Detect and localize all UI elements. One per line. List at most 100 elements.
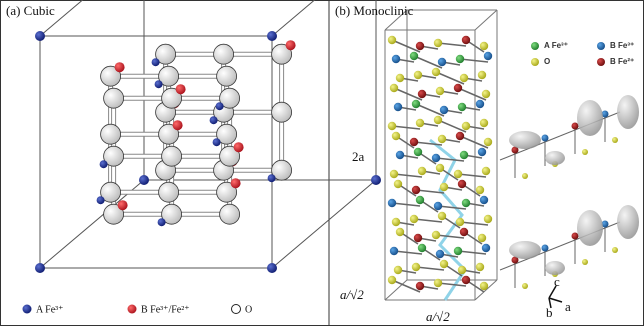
b-site-atom xyxy=(231,178,241,188)
atom xyxy=(462,122,470,130)
atom xyxy=(434,39,442,47)
atom xyxy=(394,266,402,274)
oxygen-atom xyxy=(101,124,121,144)
density-lobe xyxy=(545,151,565,165)
atom xyxy=(454,84,462,92)
atom xyxy=(478,234,486,242)
density-lobe xyxy=(577,100,603,136)
lattice-label: a xyxy=(565,299,571,314)
atom xyxy=(456,132,464,140)
atom xyxy=(410,138,418,146)
atom xyxy=(482,167,490,175)
legend-swatch xyxy=(531,58,539,66)
atom xyxy=(418,244,426,252)
atom xyxy=(542,135,549,142)
bond xyxy=(438,283,466,286)
atom xyxy=(542,245,549,252)
bond xyxy=(436,235,464,238)
density-lobe xyxy=(617,95,639,129)
atom xyxy=(438,58,446,66)
a-site-atom xyxy=(100,160,108,168)
atom xyxy=(582,149,588,155)
a-site-atom xyxy=(371,175,381,185)
bond xyxy=(460,222,488,225)
atom xyxy=(440,106,448,114)
atom xyxy=(418,167,426,175)
density-lobe xyxy=(509,131,541,149)
atom xyxy=(416,282,424,290)
bond xyxy=(416,267,444,270)
figure: (a) Cubic A Fe³⁺ B Fe³⁺/Fe²⁺ O (b) Monoc… xyxy=(0,0,644,326)
legend-label: O xyxy=(544,57,550,66)
atom xyxy=(392,218,400,226)
axis-label: a/√2 xyxy=(340,287,364,302)
legend-swatch xyxy=(597,42,605,50)
a-site-atom xyxy=(213,138,221,146)
b-site-atom xyxy=(173,120,183,130)
oxygen-atom xyxy=(214,44,234,64)
atom xyxy=(434,279,442,287)
bond xyxy=(416,104,444,116)
cell-edge xyxy=(385,280,407,300)
a-site-atom xyxy=(97,196,105,204)
atom xyxy=(612,137,618,143)
atom xyxy=(612,247,618,253)
bond xyxy=(460,136,488,148)
atom xyxy=(416,119,424,127)
atom xyxy=(458,180,466,188)
atom xyxy=(460,228,468,236)
atom xyxy=(416,42,424,50)
bond xyxy=(392,126,420,129)
a-site-atom xyxy=(152,58,160,66)
atom xyxy=(522,173,528,179)
a-site-atom xyxy=(268,174,276,182)
atom xyxy=(480,42,488,50)
atom xyxy=(432,68,440,76)
density-lobe xyxy=(617,205,639,239)
bond xyxy=(392,203,420,206)
atom xyxy=(456,218,464,226)
panel-title: (a) Cubic xyxy=(6,3,55,18)
atom xyxy=(394,180,402,188)
atom xyxy=(434,202,442,210)
bond xyxy=(392,40,420,52)
legend-swatch xyxy=(128,305,137,314)
atom xyxy=(456,55,464,63)
atom xyxy=(480,119,488,127)
atom xyxy=(396,74,404,82)
atom xyxy=(388,276,396,284)
lattice-label: c xyxy=(554,274,560,289)
a-site-atom xyxy=(267,263,277,273)
atom xyxy=(390,84,398,92)
bond xyxy=(394,88,422,100)
oxygen-atom xyxy=(162,146,182,166)
bond xyxy=(458,251,486,254)
atom xyxy=(392,132,400,140)
oxygen-atom xyxy=(159,182,179,202)
legend-label: A Fe³⁺ xyxy=(544,41,568,50)
atom xyxy=(458,103,466,111)
legend-label: A Fe³⁺ xyxy=(36,304,63,315)
atom xyxy=(396,151,404,159)
atom xyxy=(412,100,420,108)
legend-label: B Fe³⁺ xyxy=(610,41,634,50)
atom xyxy=(572,233,579,240)
b-site-atom xyxy=(118,200,128,210)
atom xyxy=(462,36,470,44)
atom xyxy=(388,199,396,207)
atom xyxy=(440,260,448,268)
atom xyxy=(582,259,588,265)
atom xyxy=(484,215,492,223)
axis-label: 2a xyxy=(352,149,365,164)
atom xyxy=(388,36,396,44)
legend-label: B Fe³⁺/Fe²⁺ xyxy=(141,304,190,315)
b-site-atom xyxy=(234,142,244,152)
atom xyxy=(414,71,422,79)
cell-edge xyxy=(40,0,144,36)
monoclinic-structure xyxy=(385,10,497,300)
atom xyxy=(388,122,396,130)
cell-edge xyxy=(272,180,376,268)
a-site-atom xyxy=(139,175,149,185)
atom xyxy=(414,148,422,156)
panel-title: (b) Monoclinic xyxy=(335,3,414,18)
